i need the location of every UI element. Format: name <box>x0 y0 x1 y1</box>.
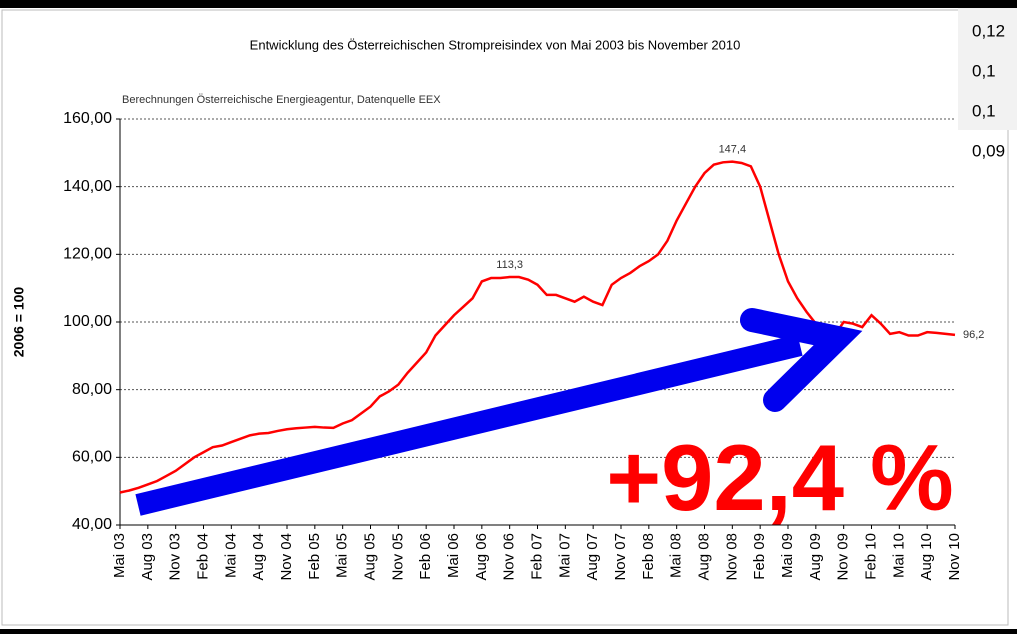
x-tick-label: Feb 05 <box>306 533 323 580</box>
side-values: 0,12 0,1 0,1 0,09 <box>972 21 1005 160</box>
y-tick-label: 80,00 <box>72 381 112 398</box>
x-tick-label: Feb 10 <box>862 533 879 580</box>
side-value: 0,1 <box>972 61 996 80</box>
x-tick-label: Feb 06 <box>417 533 434 580</box>
x-tick-label: Nov 08 <box>723 533 740 581</box>
x-tick-label: Nov 06 <box>501 533 518 581</box>
y-tick-label: 60,00 <box>72 449 112 466</box>
y-tick-label: 100,00 <box>63 313 112 330</box>
x-tick-label: Aug 04 <box>250 533 267 581</box>
chart-title: Entwicklung des Österreichischen Strompr… <box>250 37 741 52</box>
x-tick-label: Nov 05 <box>389 533 406 581</box>
x-tick-label: Mai 07 <box>556 533 573 578</box>
data-label: 96,2 <box>963 329 984 341</box>
x-tick-label: Feb 08 <box>640 533 657 580</box>
x-tick-label: Nov 07 <box>612 533 629 581</box>
arrow-head <box>740 308 863 412</box>
y-axis-label: 2006 = 100 <box>11 287 27 358</box>
arrow-shaft <box>135 334 803 516</box>
y-tick-label: 140,00 <box>63 178 112 195</box>
x-tick-label: Aug 09 <box>807 533 824 581</box>
x-tick-label: Aug 07 <box>584 533 601 581</box>
x-tick-label: Feb 09 <box>751 533 768 580</box>
side-value: 0,1 <box>972 101 996 120</box>
data-label: 113,3 <box>496 259 523 271</box>
y-tick-label: 40,00 <box>72 516 112 533</box>
x-tick-label: Nov 10 <box>946 533 963 581</box>
chart-subtitle: Berechnungen Österreichische Energieagen… <box>122 94 441 106</box>
annotation: +92,4 % <box>606 425 954 530</box>
chart-frame <box>1 9 1009 626</box>
x-tick-label: Mai 08 <box>668 533 685 578</box>
x-tick-label: Aug 08 <box>695 533 712 581</box>
side-panel <box>958 8 1017 130</box>
x-tick-label: Mai 09 <box>779 533 796 578</box>
x-tick-label: Mai 05 <box>334 533 351 578</box>
x-tick-label: Mai 06 <box>445 533 462 578</box>
x-tick-label: Mai 04 <box>222 533 239 578</box>
x-tick-label: Feb 07 <box>528 533 545 580</box>
x-tick-label: Aug 06 <box>473 533 490 581</box>
side-value: 0,12 <box>972 21 1005 40</box>
x-tick-label: Nov 03 <box>167 533 184 581</box>
x-tick-label: Aug 05 <box>361 533 378 581</box>
x-tick-label: Feb 04 <box>194 533 211 580</box>
x-tick-label: Mai 03 <box>111 533 128 578</box>
x-tick-label: Aug 10 <box>918 533 935 581</box>
overlay <box>135 308 863 516</box>
x-tick-label: Nov 09 <box>835 533 852 581</box>
x-tick-label: Nov 04 <box>278 533 295 581</box>
y-tick-label: 120,00 <box>63 246 112 263</box>
x-tick-label: Aug 03 <box>139 533 156 581</box>
y-tick-label: 160,00 <box>63 110 112 127</box>
x-tick-label: Mai 10 <box>890 533 907 578</box>
side-value: 0,09 <box>972 141 1005 160</box>
data-label: 147,4 <box>719 144 747 156</box>
